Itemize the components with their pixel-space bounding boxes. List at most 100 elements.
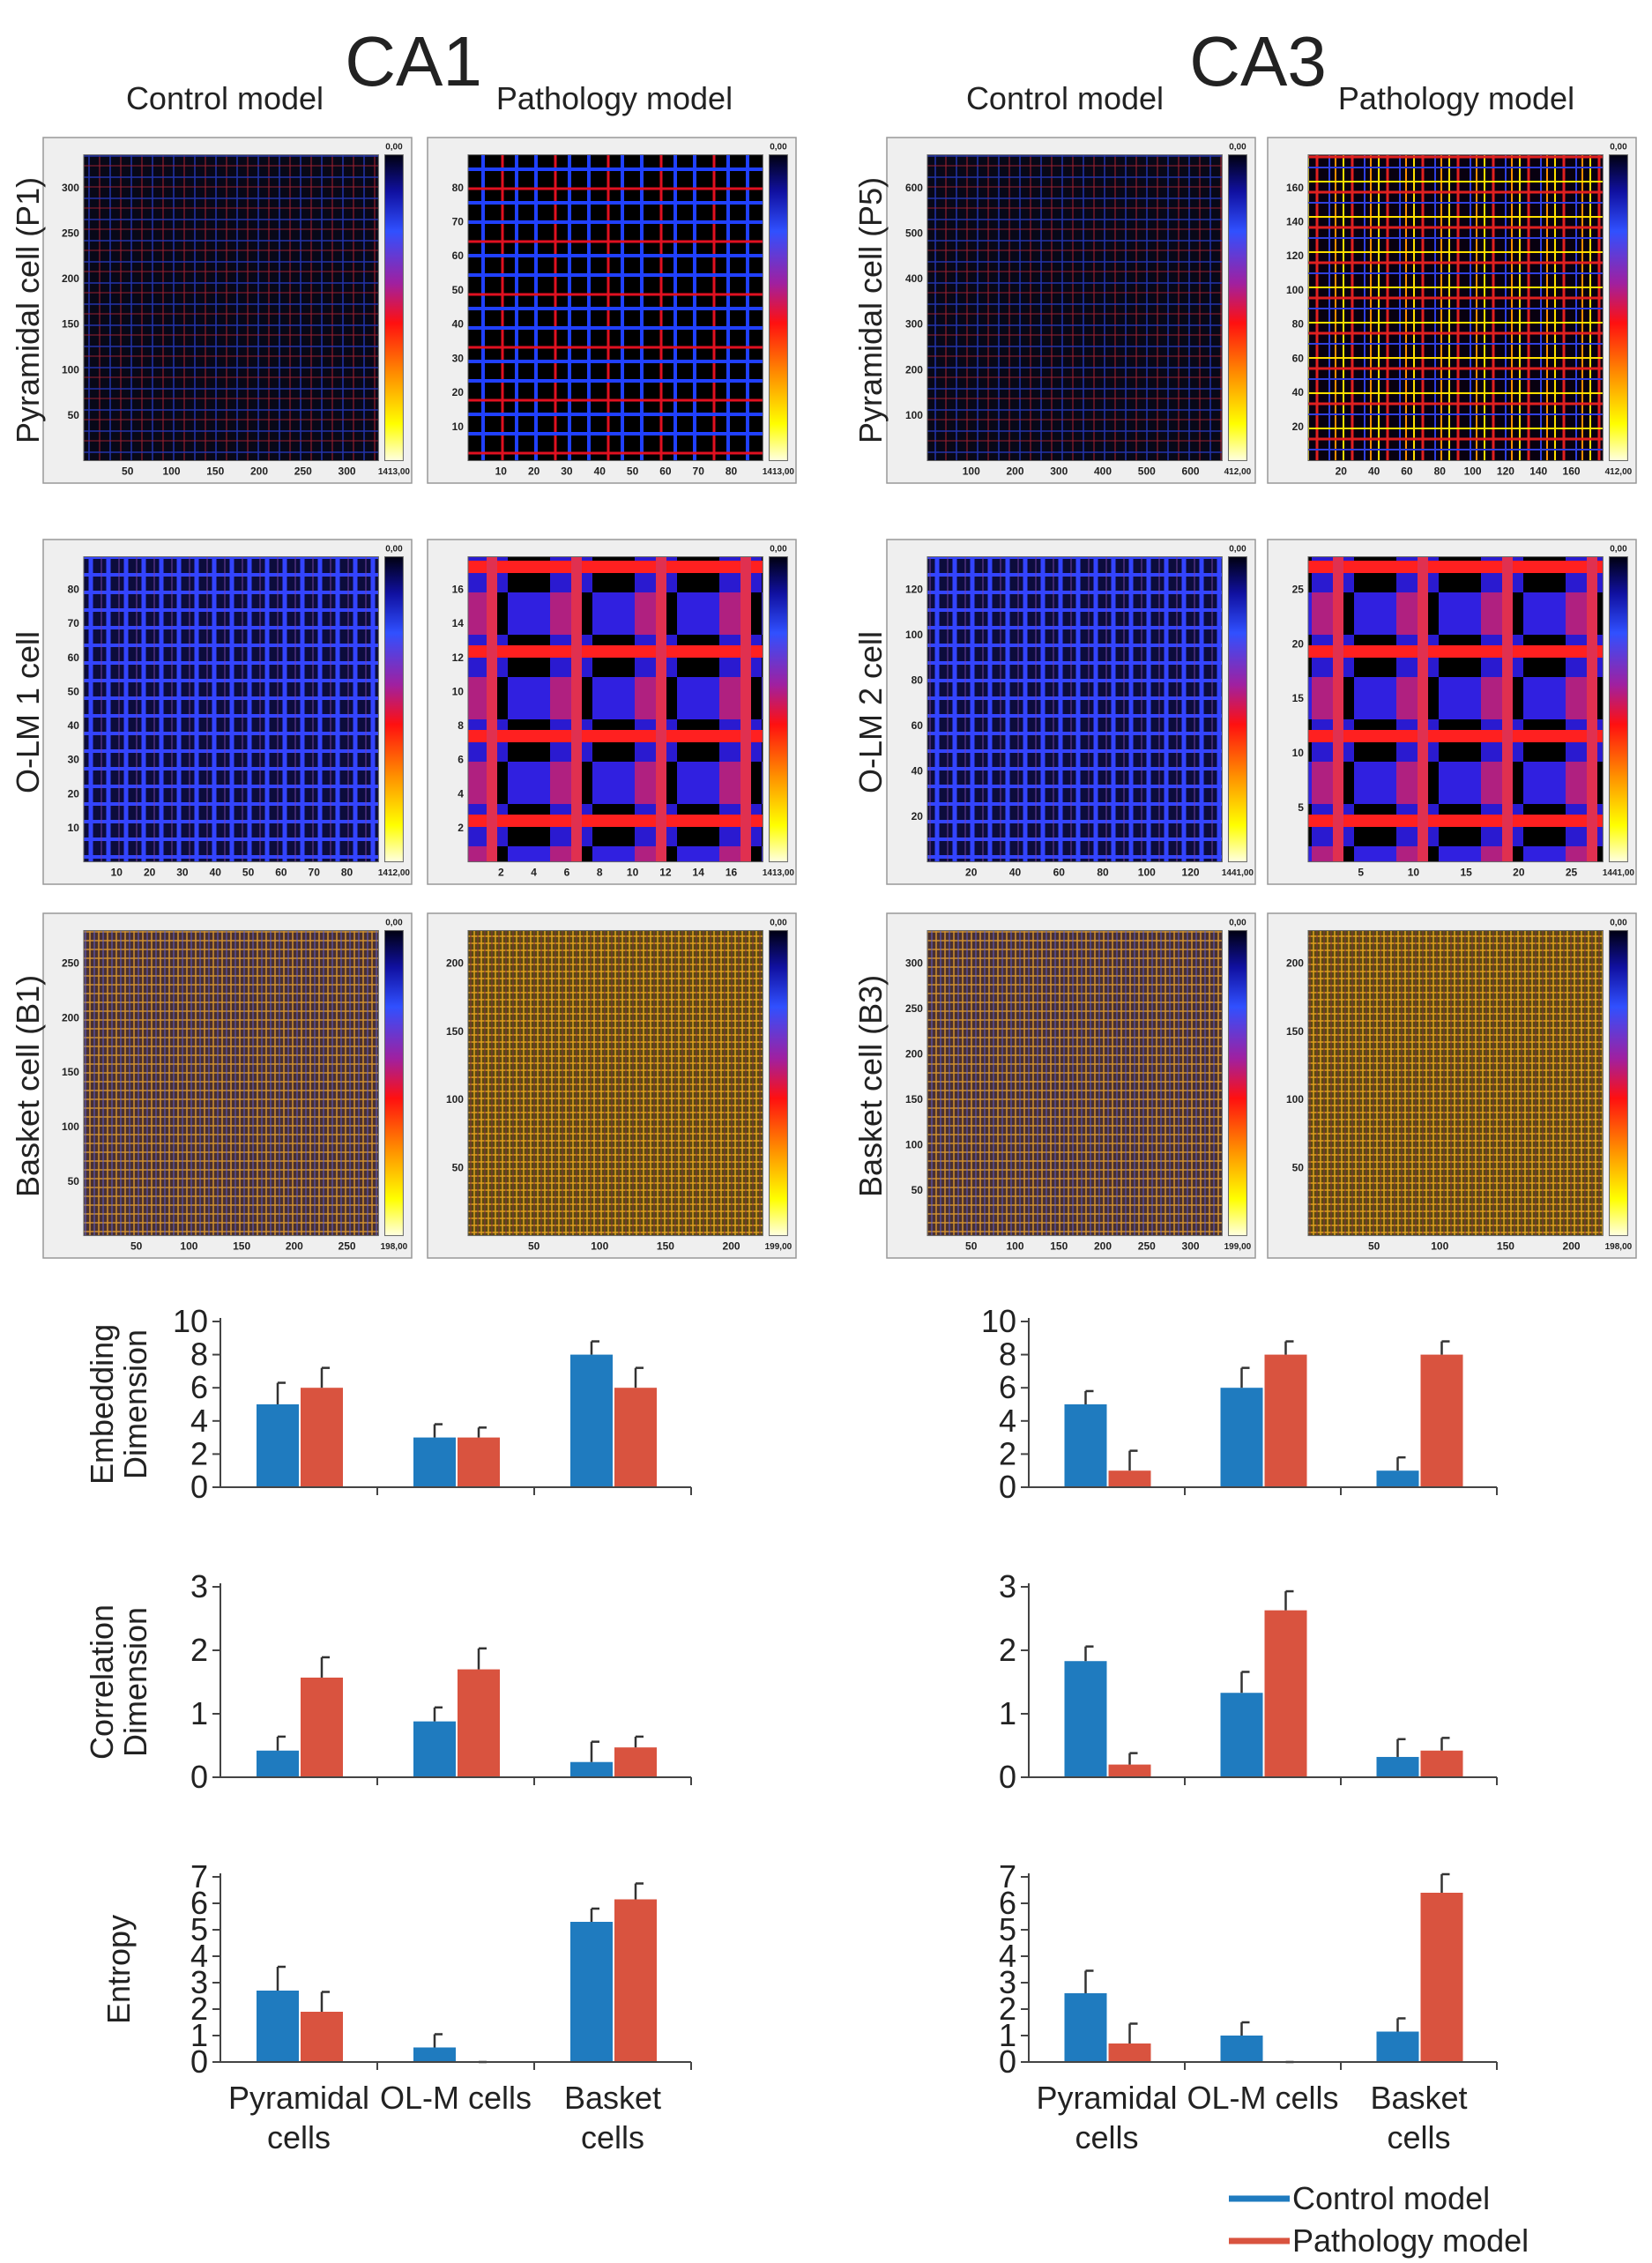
error-bar	[276, 1381, 286, 1404]
plot-area	[1307, 154, 1604, 462]
recurrence-plot: 0,00 198,00 50 100 150 200 250 50 100 150 200 250	[42, 912, 413, 1259]
plot-y-tick-label: 80	[1292, 318, 1305, 331]
y-tick-label: 0	[190, 1469, 208, 1505]
bar	[614, 1388, 657, 1487]
plot-x-tick-label: 70	[693, 465, 705, 478]
colorbar-label: 1412,00	[378, 868, 411, 878]
y-tick-label: 10	[981, 1303, 1016, 1339]
plot-y-tick-label: 6	[458, 754, 464, 766]
row-label: O-LM 1 cell	[10, 630, 47, 793]
plot-x-tick-label: 150	[657, 1240, 674, 1253]
plot-y-tick-label: 150	[1286, 1025, 1304, 1038]
recurrence-plot: 0,00 412,00 100 200 300 400 500 600 100 200 300 400…	[886, 137, 1256, 484]
bar	[614, 1747, 657, 1777]
row-label: Basket cell (B3)	[852, 974, 889, 1197]
row-label: O-LM 2 cell	[852, 630, 889, 793]
plot-x-tick-label: 6	[564, 867, 570, 879]
y-tick-label: 2	[190, 1435, 208, 1471]
plot-area	[83, 154, 379, 462]
plot-x-tick-label: 300	[1050, 465, 1068, 478]
plot-x-tick-label: 120	[1497, 465, 1514, 478]
colorbar	[768, 556, 788, 863]
error-bar	[320, 1656, 330, 1678]
error-bar	[1084, 1645, 1094, 1662]
bar	[301, 1388, 343, 1487]
y-tick-label: 8	[999, 1336, 1016, 1373]
plot-x-tick-label: 140	[1529, 465, 1547, 478]
y-axis-label: Entropy	[100, 1914, 138, 2025]
plot-x-tick-label: 60	[1053, 867, 1066, 879]
y-tick-label: 10	[173, 1303, 208, 1339]
plot-x-tick-label: 20	[1336, 465, 1348, 478]
plot-x-tick-label: 14	[693, 867, 705, 879]
y-tick-label: 2	[999, 1435, 1016, 1471]
colorbar	[1608, 154, 1628, 462]
y-tick-label: 1	[190, 1695, 208, 1731]
colorbar-label: 0,00	[385, 143, 403, 153]
bar	[570, 1761, 613, 1777]
plot-y-tick-label: 10	[452, 685, 465, 697]
plot-y-tick-label: 70	[68, 617, 80, 629]
plot-area	[926, 154, 1223, 462]
plot-y-tick-label: 10	[68, 822, 80, 834]
legend-label: Control model	[1292, 2180, 1490, 2216]
bar	[301, 2012, 343, 2062]
error-bar	[1084, 1969, 1094, 1993]
error-bar	[433, 2033, 443, 2048]
plot-x-tick-label: 50	[130, 1240, 143, 1253]
plot-x-tick-label: 70	[309, 867, 321, 879]
y-tick-label: 0	[190, 2043, 208, 2080]
error-bar	[634, 1366, 644, 1388]
y-tick-label: 6	[999, 1885, 1016, 1921]
recurrence-plot: 0,00 1413,00 10 20 30 40 50 60 70 80 10 20 30 40 50 60 7…	[427, 137, 797, 484]
plot-x-tick-label: 40	[1368, 465, 1380, 478]
plot-y-tick-label: 300	[905, 957, 923, 970]
plot-x-tick-label: 200	[723, 1240, 740, 1253]
bar	[1064, 1404, 1107, 1487]
bar	[1376, 2031, 1419, 2062]
recurrence-plot: 0,00 412,00 20 40 60 80 100 120 140 160 20 40 60 80 10…	[1267, 137, 1637, 484]
y-tick-label: 6	[999, 1369, 1016, 1405]
plot-y-tick-label: 8	[458, 719, 464, 732]
plot-y-tick-label: 200	[905, 1048, 923, 1061]
plot-y-tick-label: 60	[68, 651, 80, 664]
bar	[257, 1750, 299, 1777]
y-tick-label: 3	[190, 1568, 208, 1604]
plot-y-tick-label: 70	[452, 215, 465, 227]
recurrence-plot: 0,00 1441,00 20 40 60 80 100 120 20 40 60 80 100 120	[886, 539, 1256, 885]
plot-x-tick-label: 50	[965, 1240, 978, 1253]
plot-y-tick-label: 40	[452, 318, 465, 331]
plot-x-tick-label: 500	[1138, 465, 1156, 478]
plot-y-tick-label: 20	[1292, 637, 1305, 650]
plot-y-tick-label: 200	[1286, 957, 1304, 970]
error-bar	[1128, 1449, 1138, 1471]
y-tick-label: 2	[999, 1632, 1016, 1668]
y-tick-label: 8	[190, 1336, 208, 1373]
plot-y-tick-label: 60	[1292, 352, 1305, 364]
plot-y-tick-label: 100	[446, 1093, 464, 1105]
plot-x-tick-label: 16	[726, 867, 738, 879]
colorbar-label: 0,00	[1229, 143, 1246, 153]
y-tick-label: 0	[999, 1759, 1016, 1795]
plot-y-tick-label: 300	[905, 318, 923, 331]
plot-x-tick-label: 10	[495, 465, 508, 478]
bar	[1108, 1470, 1151, 1487]
y-tick-label: 5	[999, 1911, 1016, 1947]
error-bar	[1440, 1340, 1450, 1355]
plot-x-tick-label: 25	[1566, 867, 1578, 879]
bar	[1420, 1893, 1463, 2062]
plot-x-tick-label: 300	[339, 465, 356, 478]
y-tick-label: 7	[190, 1858, 208, 1895]
error-bar	[477, 1426, 487, 1438]
plot-area	[467, 930, 763, 1237]
plot-y-tick-label: 50	[912, 1184, 924, 1196]
plot-x-tick-label: 40	[594, 465, 606, 478]
error-bar	[276, 1965, 286, 1991]
plot-x-tick-label: 50	[627, 465, 639, 478]
colorbar-label: 0,00	[770, 545, 787, 555]
plot-x-tick-label: 20	[528, 465, 540, 478]
plot-area	[1307, 930, 1604, 1237]
plot-x-tick-label: 4	[531, 867, 537, 879]
y-tick-label: 1	[999, 2017, 1016, 2053]
plot-area	[83, 556, 379, 863]
